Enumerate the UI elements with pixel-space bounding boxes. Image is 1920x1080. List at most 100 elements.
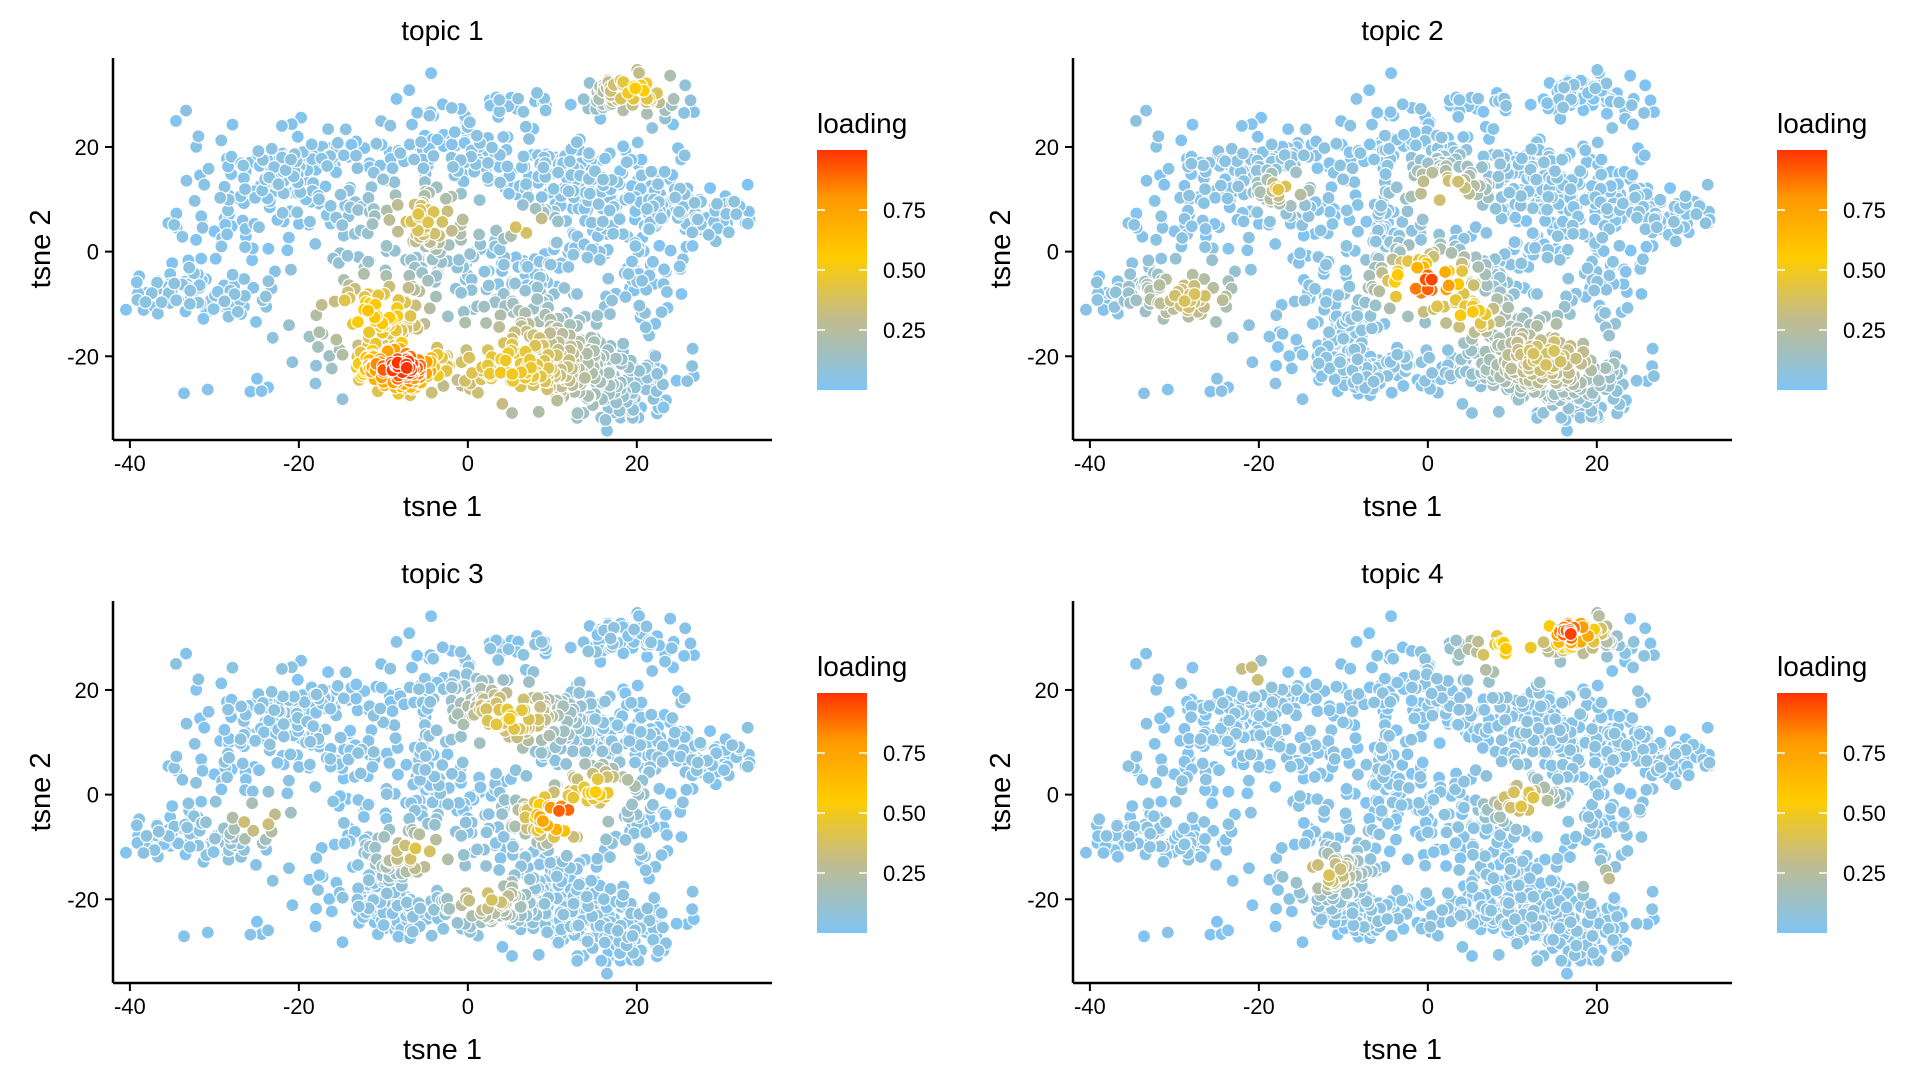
data-point	[1524, 142, 1539, 157]
data-point	[214, 782, 229, 797]
data-point	[1297, 293, 1312, 308]
data-point	[182, 260, 197, 275]
data-point	[536, 160, 551, 175]
data-point	[407, 152, 422, 167]
data-point	[1547, 164, 1563, 179]
data-point	[1196, 158, 1211, 173]
data-point	[1527, 240, 1543, 255]
y-axis-title: tsne 2	[25, 753, 57, 832]
data-point	[1413, 101, 1428, 117]
data-point	[1336, 331, 1351, 346]
data-point	[1322, 204, 1337, 219]
data-point	[644, 707, 659, 722]
data-point	[281, 230, 296, 245]
data-point	[438, 191, 453, 206]
data-point	[1368, 298, 1383, 313]
data-point	[1541, 189, 1556, 204]
data-point	[1635, 252, 1651, 267]
data-point	[1430, 299, 1445, 314]
data-point	[534, 634, 549, 650]
data-point	[424, 609, 439, 624]
data-point	[440, 852, 455, 867]
data-point	[1136, 929, 1152, 944]
data-point	[1157, 177, 1172, 192]
y-tick-label: -20	[67, 887, 99, 912]
data-point	[632, 841, 647, 856]
data-point	[382, 212, 397, 228]
data-point	[540, 925, 555, 940]
data-point	[179, 173, 194, 188]
data-point	[701, 770, 716, 785]
data-point	[628, 239, 643, 254]
data-point	[245, 253, 260, 268]
data-point	[1184, 219, 1199, 234]
data-point	[1389, 180, 1404, 195]
data-point	[444, 766, 459, 781]
data-point	[1540, 250, 1555, 265]
data-point	[309, 851, 324, 866]
data-point	[1089, 275, 1104, 290]
data-point	[276, 729, 291, 744]
data-point	[663, 243, 678, 258]
data-point	[1639, 239, 1654, 254]
data-point	[336, 691, 351, 706]
data-point	[1243, 262, 1258, 277]
data-point	[479, 315, 494, 331]
data-point	[1529, 172, 1544, 187]
data-point	[472, 193, 487, 208]
data-point	[285, 355, 300, 370]
data-point	[655, 920, 671, 935]
data-point	[1343, 118, 1358, 133]
data-point	[1174, 133, 1189, 148]
data-point	[350, 314, 365, 330]
data-point	[1440, 343, 1455, 358]
y-tick-label: 20	[75, 678, 99, 703]
data-point	[656, 400, 671, 415]
data-point	[245, 796, 260, 811]
data-point	[550, 393, 565, 408]
data-point	[385, 161, 400, 176]
data-point	[665, 710, 680, 726]
data-point	[1311, 356, 1326, 371]
data-point	[659, 284, 675, 300]
data-point	[500, 159, 515, 174]
data-point	[481, 807, 496, 822]
data-point	[610, 718, 625, 733]
data-point	[1605, 120, 1620, 136]
data-point	[314, 297, 329, 312]
data-point	[477, 264, 492, 279]
data-point	[261, 784, 276, 799]
data-point	[546, 181, 561, 196]
data-point	[267, 264, 283, 279]
scatter-points	[118, 62, 757, 438]
data-point	[570, 953, 585, 968]
data-point	[570, 406, 585, 421]
data-point	[1139, 103, 1154, 118]
data-point	[206, 302, 221, 317]
data-point	[1625, 117, 1641, 132]
data-point	[596, 892, 611, 907]
data-point	[1629, 373, 1644, 388]
data-point	[436, 921, 451, 936]
data-point	[440, 309, 455, 324]
data-point	[225, 660, 240, 675]
data-point	[1546, 343, 1562, 358]
x-tick-label: -40	[114, 994, 146, 1019]
data-point	[1434, 130, 1449, 145]
data-point	[1464, 405, 1480, 421]
data-point	[252, 701, 267, 716]
data-point	[306, 719, 321, 734]
data-point	[1321, 190, 1336, 205]
data-point	[265, 873, 280, 888]
data-point	[1470, 91, 1486, 106]
data-point	[321, 122, 336, 137]
data-point	[1221, 241, 1236, 256]
data-point	[501, 186, 517, 201]
data-point	[338, 665, 353, 680]
data-point	[1637, 148, 1652, 163]
data-point	[129, 818, 144, 833]
data-point	[1611, 95, 1627, 110]
data-point	[1590, 135, 1605, 150]
data-point	[181, 796, 196, 811]
